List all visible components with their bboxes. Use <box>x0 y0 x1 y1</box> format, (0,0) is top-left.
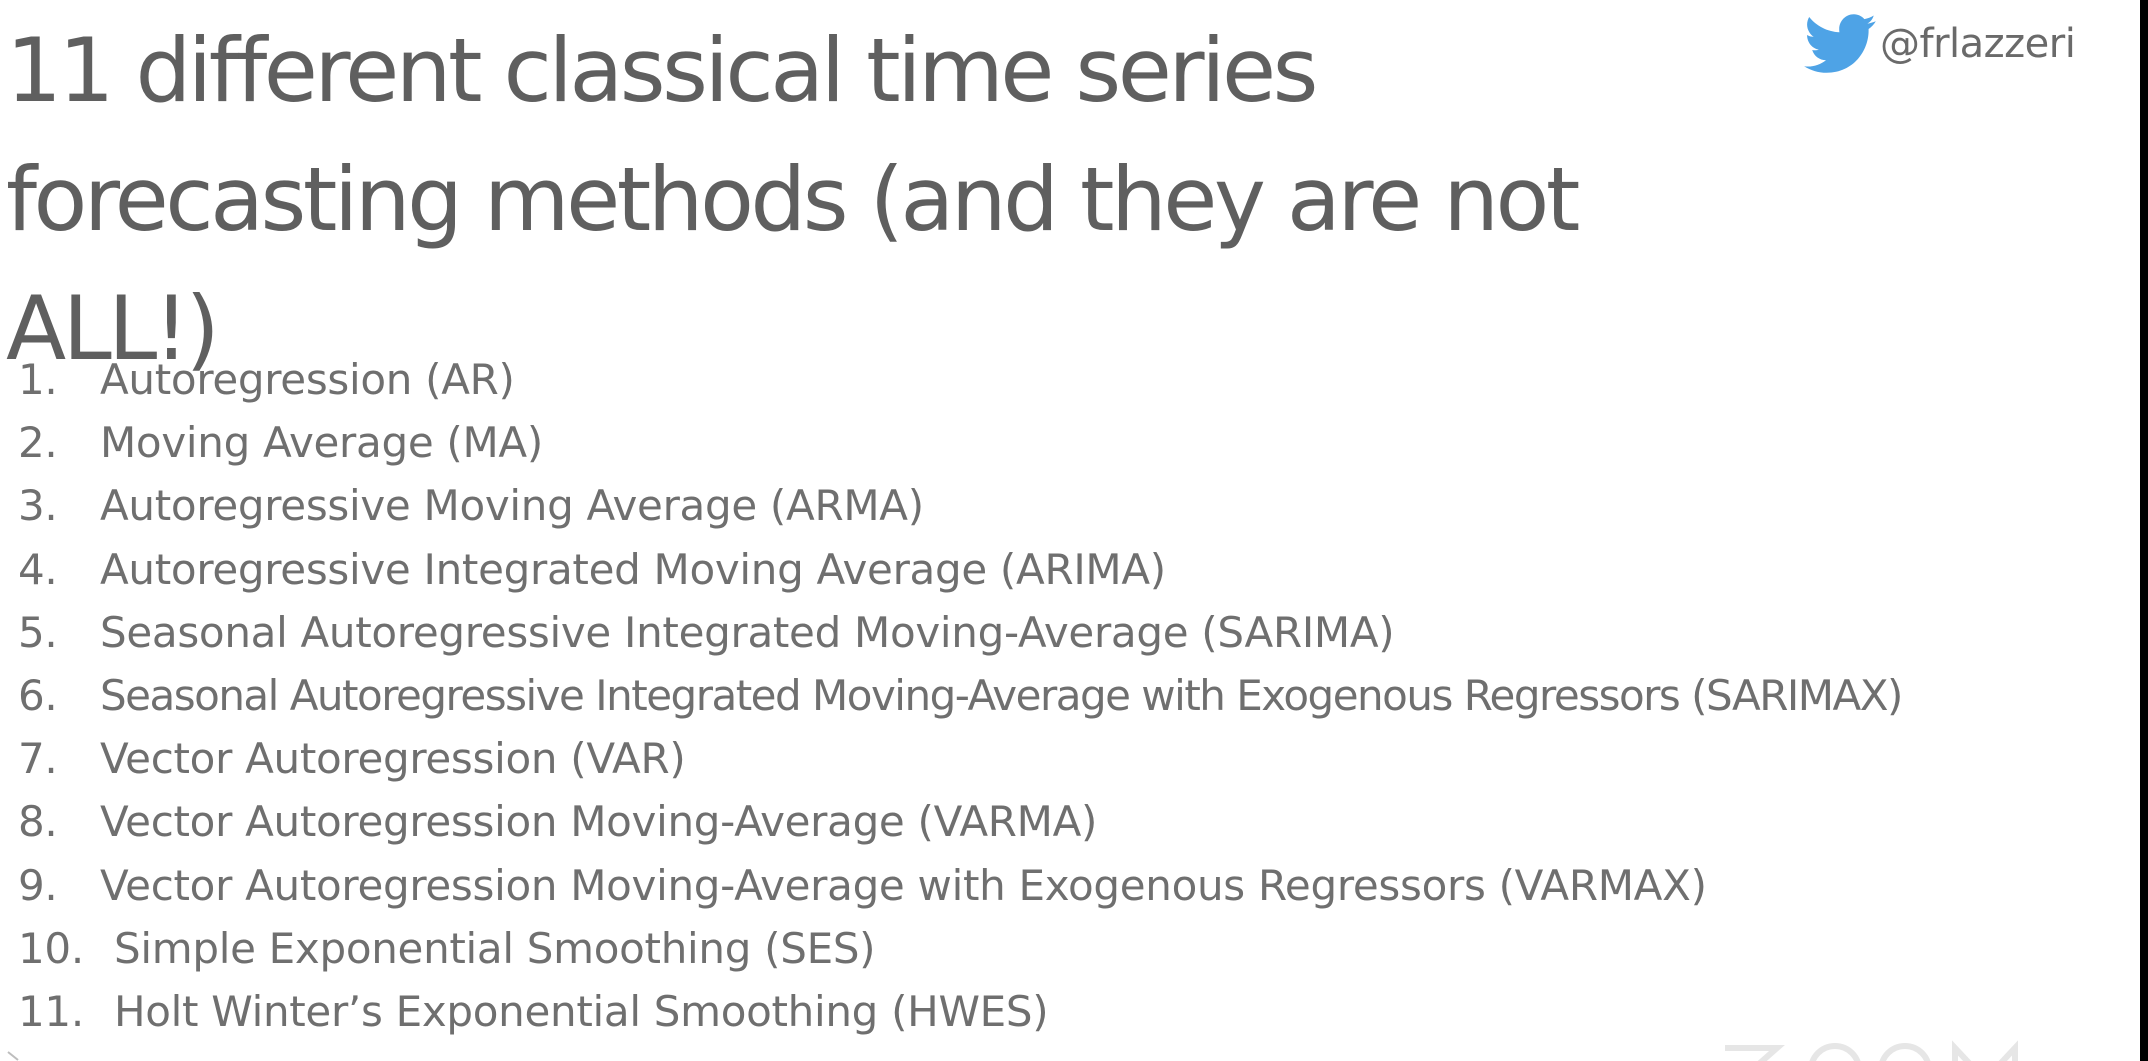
list-item-label: Autoregressive Integrated Moving Average… <box>100 544 1166 594</box>
list-item-number: 1. <box>18 355 58 404</box>
list-item-label: Vector Autoregression Moving-Average (VA… <box>100 797 1098 847</box>
list-item-number: 10. <box>18 923 84 973</box>
list-item-label: Vector Autoregression Moving-Average wit… <box>100 860 1707 910</box>
list-item-number: 3. <box>18 481 58 531</box>
list-item-number: 8. <box>18 797 58 847</box>
twitter-handle: @frlazzeri <box>1804 10 2076 78</box>
zoom-watermark-mark <box>1725 1040 2018 1061</box>
list-item-number: 7. <box>18 734 58 784</box>
list-item-number: 4. <box>18 544 58 594</box>
list-item-number: 11. <box>18 986 84 1036</box>
list-item-number: 2. <box>18 418 58 468</box>
list-item-label: Seasonal Autoregressive Integrated Movin… <box>100 670 1903 720</box>
list-item-label: Seasonal Autoregressive Integrated Movin… <box>100 607 1395 657</box>
list-item-label: Holt Winter’s Exponential Smoothing (HWE… <box>114 986 1049 1036</box>
list-item-label: Autoregression (AR) <box>100 355 515 404</box>
twitter-bird-icon <box>1804 14 1876 73</box>
twitter-handle-text: @frlazzeri <box>1880 21 2076 67</box>
list-item-number: 5. <box>18 607 58 657</box>
list-item-label: Moving Average (MA) <box>100 418 543 468</box>
slide-title: 11 different classical time series forec… <box>6 19 1580 380</box>
list-item-label: Autoregressive Moving Average (ARMA) <box>100 481 924 531</box>
list-item-label: Simple Exponential Smoothing (SES) <box>114 923 876 973</box>
list-item-number: 9. <box>18 860 58 910</box>
corner-arrow-icon <box>7 1051 19 1061</box>
list-item-number: 6. <box>18 670 58 720</box>
list-item-label: Vector Autoregression (VAR) <box>100 734 686 784</box>
